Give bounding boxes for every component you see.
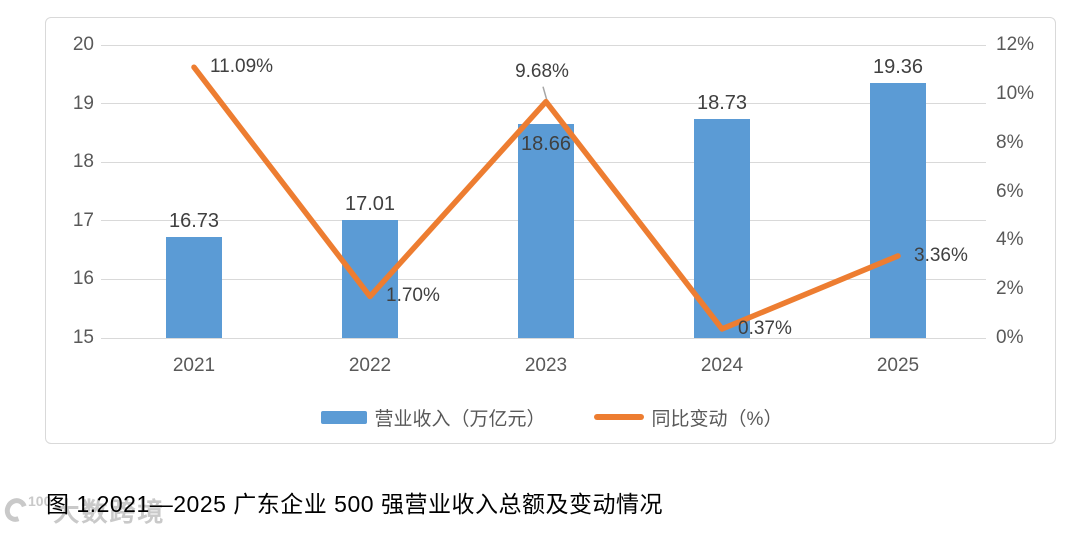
line-point-label: 11.09% bbox=[210, 56, 274, 78]
bar-2025 bbox=[870, 82, 926, 338]
bar-2021 bbox=[166, 236, 222, 338]
right-axis-tick: 12% bbox=[996, 34, 1035, 55]
gridline bbox=[101, 103, 986, 105]
bar-label: 18.73 bbox=[696, 92, 748, 115]
x-axis-label: 2024 bbox=[700, 355, 744, 376]
label-leader-line bbox=[542, 86, 548, 101]
chart-area: 15 16 17 18 19 20 0% 2% 4% 6% 8% 10% 12% 2021 2022 2023… bbox=[45, 17, 1056, 444]
legend-label-change: 同比变动（%） bbox=[651, 408, 783, 430]
bar-label: 17.01 bbox=[344, 193, 396, 216]
watermark-text: 大数跨境 bbox=[53, 497, 166, 527]
bar-2022 bbox=[342, 220, 398, 338]
right-axis-tick: 6% bbox=[996, 180, 1024, 202]
line-point-label: 0.37% bbox=[738, 317, 792, 339]
x-axis-label: 2025 bbox=[876, 355, 920, 376]
left-axis-tick: 20 bbox=[72, 34, 94, 55]
right-axis-tick: 10% bbox=[996, 82, 1035, 104]
legend: 营业收入（万亿元） 同比变动（%） bbox=[46, 402, 1057, 432]
left-axis-tick: 18 bbox=[72, 151, 94, 173]
left-axis-tick: 19 bbox=[72, 92, 94, 114]
bar-label: 18.66 bbox=[520, 132, 572, 155]
bar-2023 bbox=[518, 123, 574, 338]
left-axis-tick: 15 bbox=[72, 327, 94, 348]
legend-item-change: 同比变动（%） bbox=[593, 404, 783, 431]
watermark-number: 100 bbox=[28, 493, 52, 509]
bar-series-swatch-icon bbox=[320, 410, 367, 424]
right-axis-tick: 2% bbox=[996, 278, 1024, 300]
x-axis-label: 2022 bbox=[348, 355, 392, 376]
x-axis-label: 2021 bbox=[172, 355, 216, 376]
plot-area: 15 16 17 18 19 20 0% 2% 4% 6% 8% 10% 12% 2021 2022 2023… bbox=[46, 18, 1057, 445]
x-axis-label: 2023 bbox=[524, 355, 568, 376]
left-axis-tick: 17 bbox=[72, 209, 94, 231]
gridline bbox=[101, 337, 986, 339]
legend-label-revenue: 营业收入（万亿元） bbox=[374, 408, 546, 430]
legend-item-revenue: 营业收入（万亿元） bbox=[320, 404, 546, 431]
line-point-label: 3.36% bbox=[914, 244, 968, 266]
bar-label: 16.73 bbox=[168, 209, 220, 232]
figure-caption: 图 1.2021—2025 广东企业 500 强营业收入总额及变动情况 bbox=[46, 491, 663, 517]
gridline bbox=[101, 44, 986, 46]
watermark-logo-icon bbox=[0, 494, 32, 526]
line-point-label: 1.70% bbox=[386, 285, 440, 307]
bar-2024 bbox=[694, 119, 750, 338]
left-axis-tick: 16 bbox=[72, 268, 94, 290]
bar-label: 19.36 bbox=[872, 55, 924, 78]
right-axis-tick: 8% bbox=[996, 131, 1024, 153]
right-axis-tick: 4% bbox=[996, 229, 1024, 251]
right-axis-tick: 0% bbox=[996, 327, 1024, 348]
line-point-label: 9.68% bbox=[515, 60, 569, 82]
watermark: 100 大数跨境 bbox=[0, 492, 166, 529]
line-series-swatch-icon bbox=[593, 414, 644, 420]
